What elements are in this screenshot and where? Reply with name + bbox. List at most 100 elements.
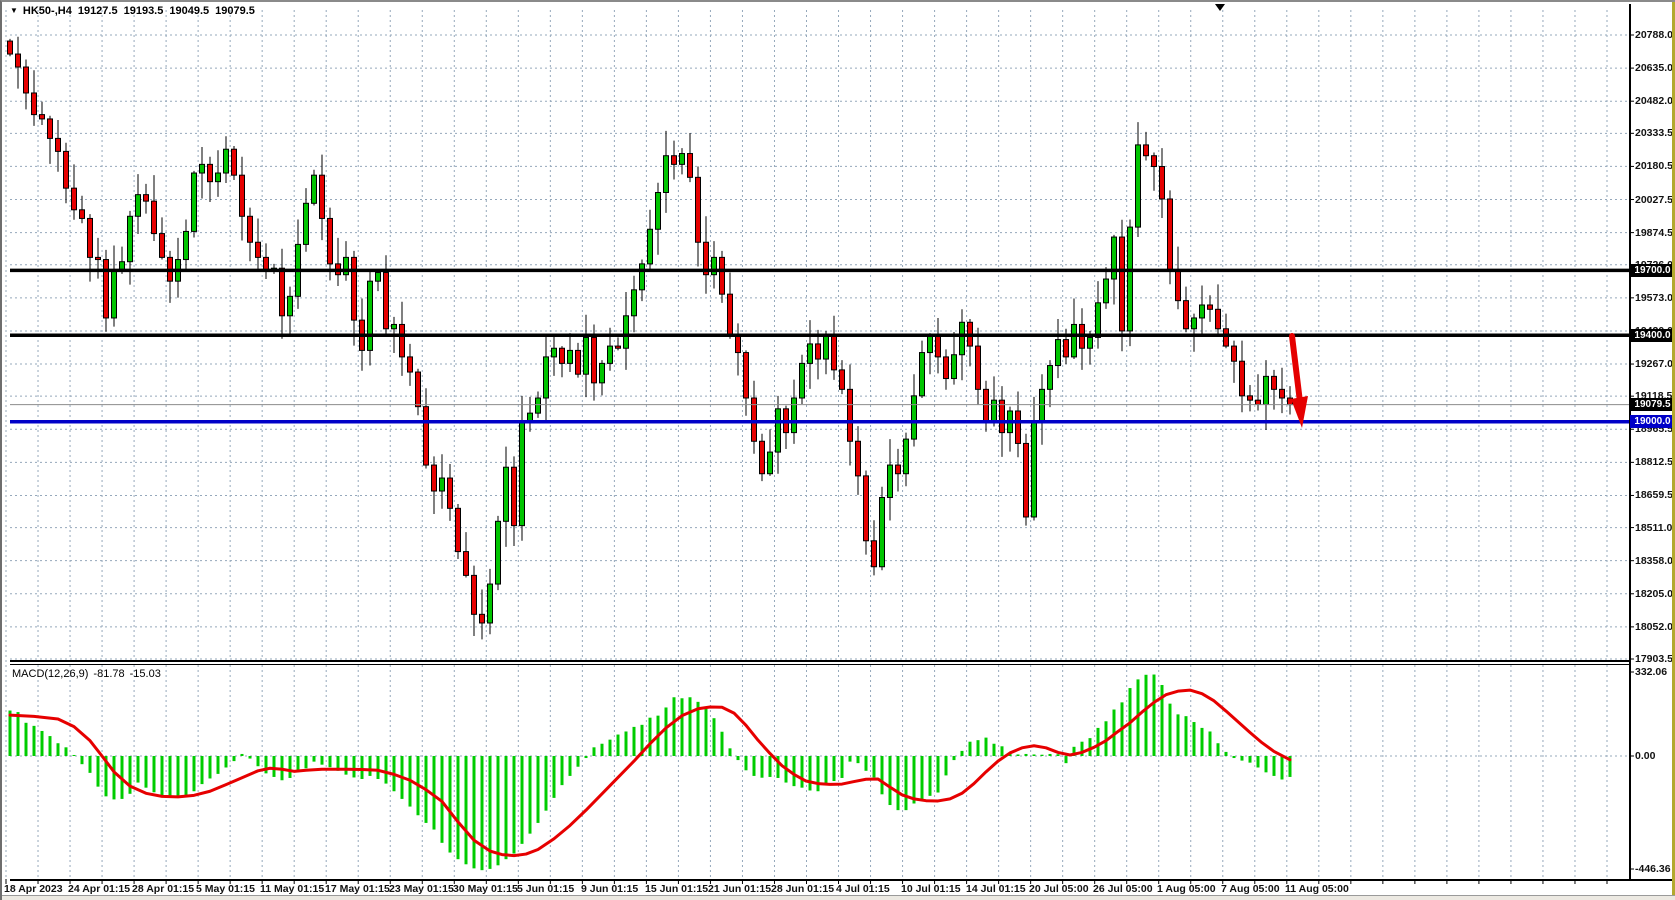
macd-histogram-bar: [192, 756, 196, 792]
bull-candle: [1039, 388, 1045, 423]
bear-candle: [1119, 236, 1125, 332]
bull-candle: [807, 343, 813, 364]
macd-histogram-bar: [320, 756, 324, 765]
macd-histogram-bar: [792, 756, 796, 787]
macd-histogram-bar: [184, 756, 188, 798]
macd-histogram-bar: [752, 756, 756, 776]
macd-histogram-bar: [1064, 756, 1068, 764]
bull-candle: [663, 155, 669, 193]
bear-candle: [1271, 375, 1277, 390]
macd-name: MACD(12,26,9): [12, 668, 89, 680]
macd-histogram-bar: [864, 756, 868, 771]
macd-histogram-bar: [920, 756, 924, 801]
macd-histogram-bar: [72, 754, 76, 756]
bull-candle: [1191, 317, 1197, 330]
bull-candle: [311, 174, 317, 204]
macd-histogram-bar: [360, 756, 364, 779]
bear-candle: [751, 397, 757, 442]
bear-candle: [31, 92, 37, 116]
macd-histogram-bar: [336, 756, 340, 771]
bear-candle: [815, 343, 821, 360]
price-tick-label: 19267.0: [1635, 358, 1673, 371]
macd-histogram-bar: [888, 756, 892, 806]
macd-histogram-bar: [288, 756, 292, 778]
macd-histogram-bar: [680, 698, 684, 756]
bear-candle: [263, 256, 269, 271]
bear-candle: [279, 267, 285, 317]
macd-histogram-bar: [200, 756, 204, 785]
macd-histogram-bar: [56, 743, 60, 756]
bull-candle: [887, 464, 893, 499]
pane-separator-top[interactable]: [10, 660, 1629, 662]
macd-histogram-bar: [488, 756, 492, 869]
time-axis-label: 30 May 01:15: [453, 883, 518, 895]
bear-candle: [103, 259, 109, 319]
bear-candle: [159, 233, 165, 258]
bull-candle: [903, 438, 909, 475]
macd-histogram-bar: [600, 743, 604, 756]
bear-candle: [847, 388, 853, 442]
bull-candle: [655, 191, 661, 230]
sell-arrow-shaft[interactable]: [1289, 333, 1303, 405]
bull-candle: [1087, 336, 1093, 349]
bull-candle: [223, 148, 229, 174]
macd-histogram-bar: [880, 756, 884, 795]
macd-histogram-bar: [840, 756, 844, 778]
price-tick-label: 18812.5: [1635, 456, 1673, 469]
macd-histogram-bar: [104, 756, 108, 797]
chart-shift-marker[interactable]: [1215, 4, 1225, 11]
bull-candle: [1135, 144, 1141, 228]
bull-candle: [503, 466, 509, 522]
sell-arrow-head[interactable]: [1291, 396, 1308, 428]
macd-histogram-bar: [496, 756, 500, 866]
price-level-badge-19700.0: 19700.0: [1630, 263, 1675, 277]
macd-histogram-bar: [992, 743, 996, 756]
macd-histogram-bar: [512, 756, 516, 854]
bear-candle: [999, 399, 1005, 434]
time-axis-label: 26 Jul 05:00: [1093, 883, 1153, 895]
macd-histogram-bar: [1216, 743, 1220, 756]
macd-histogram-bar: [688, 697, 692, 756]
macd-histogram-bar: [160, 756, 164, 797]
bull-candle: [1055, 339, 1061, 367]
bear-candle: [719, 256, 725, 295]
macd-histogram-bar: [1168, 703, 1172, 756]
bear-candle: [231, 148, 237, 176]
bull-candle: [951, 354, 957, 380]
chart-header: ▼ HK50-,H4 19127.5 19193.5 19049.5 19079.5: [10, 5, 261, 17]
macd-histogram-bar: [176, 756, 180, 798]
bull-candle: [495, 520, 501, 585]
bear-candle: [207, 163, 213, 183]
macd-histogram-bar: [32, 725, 36, 756]
bear-candle: [255, 241, 261, 258]
macd-histogram-bar: [824, 756, 828, 785]
bear-candle: [319, 174, 325, 219]
bear-candle: [95, 256, 101, 261]
macd-histogram-bar: [256, 756, 260, 767]
time-axis-label: 18 Apr 2023: [4, 883, 63, 895]
bear-candle: [1279, 388, 1285, 399]
bull-candle: [767, 451, 773, 475]
macd-histogram-bar: [1208, 731, 1212, 756]
macd-histogram-bar: [1248, 756, 1252, 763]
macd-histogram-bar: [504, 756, 508, 860]
bear-candle: [1255, 399, 1261, 405]
bull-candle: [775, 408, 781, 453]
bear-candle: [247, 215, 253, 243]
macd-tick-label: 332.06: [1635, 666, 1668, 678]
macd-histogram-bar: [48, 736, 52, 756]
bear-candle: [591, 336, 597, 384]
symbol-dropdown-icon[interactable]: ▼: [10, 6, 18, 15]
macd-histogram-bar: [432, 756, 436, 830]
macd-histogram-bar: [40, 730, 44, 756]
macd-histogram-bar: [80, 756, 84, 765]
macd-histogram-bar: [168, 756, 172, 797]
bull-candle: [647, 228, 653, 265]
bull-candle: [919, 352, 925, 397]
macd-histogram-bar: [816, 756, 820, 792]
macd-histogram-bar: [1240, 756, 1244, 761]
bear-candle: [87, 217, 93, 258]
time-axis-label: 21 Jun 01:15: [708, 883, 772, 895]
